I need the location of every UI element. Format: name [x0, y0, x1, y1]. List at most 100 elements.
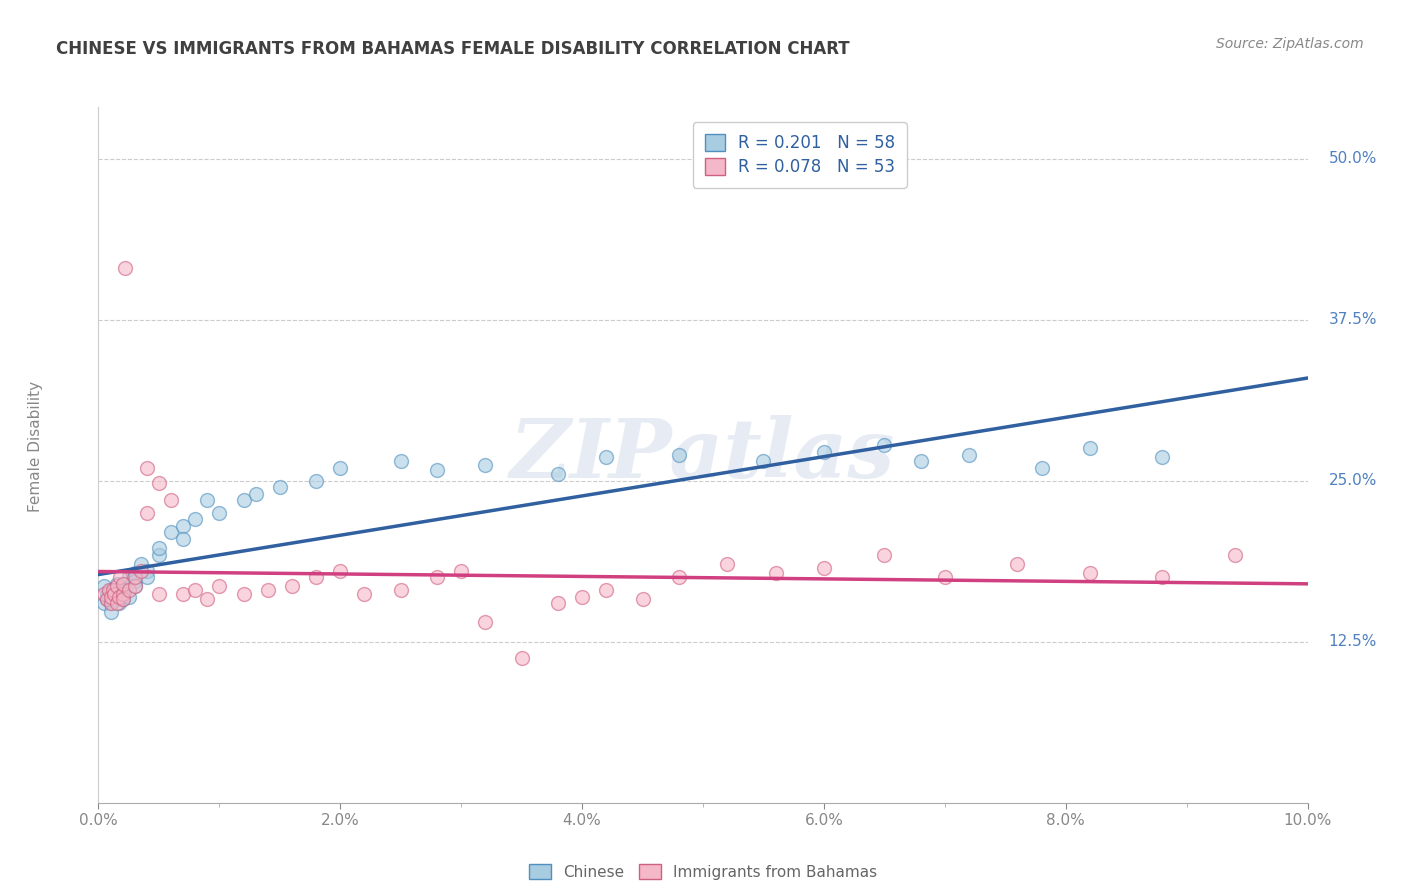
Point — [111, 590, 134, 604]
Point — [256, 583, 278, 598]
Point — [96, 592, 118, 607]
Point — [813, 561, 835, 575]
Point — [124, 579, 146, 593]
Point — [813, 445, 835, 459]
Point — [148, 541, 170, 555]
Point — [108, 570, 131, 584]
Point — [752, 454, 775, 468]
Point — [595, 450, 617, 465]
Point — [245, 486, 267, 500]
Point — [1078, 442, 1101, 456]
Point — [474, 458, 496, 473]
Point — [1031, 460, 1053, 475]
Point — [103, 587, 125, 601]
Point — [389, 583, 412, 598]
Point — [118, 583, 141, 598]
Point — [100, 590, 122, 604]
Point — [474, 615, 496, 630]
Point — [765, 566, 787, 581]
Point — [105, 596, 128, 610]
Point — [100, 605, 122, 619]
Point — [118, 590, 141, 604]
Point — [135, 460, 157, 475]
Point — [934, 570, 956, 584]
Point — [105, 576, 128, 591]
Point — [329, 460, 352, 475]
Point — [107, 586, 129, 600]
Point — [103, 583, 125, 598]
Text: 25.0%: 25.0% — [1329, 473, 1376, 488]
Point — [129, 558, 152, 572]
Point — [148, 587, 170, 601]
Point — [329, 564, 352, 578]
Point — [426, 463, 449, 477]
Point — [124, 579, 146, 593]
Point — [148, 476, 170, 491]
Point — [103, 587, 125, 601]
Point — [389, 454, 412, 468]
Point — [1152, 450, 1174, 465]
Point — [195, 493, 218, 508]
Point — [1223, 549, 1246, 563]
Point — [135, 570, 157, 584]
Point — [547, 467, 569, 482]
Point — [957, 448, 980, 462]
Text: 50.0%: 50.0% — [1329, 151, 1376, 166]
Text: CHINESE VS IMMIGRANTS FROM BAHAMAS FEMALE DISABILITY CORRELATION CHART: CHINESE VS IMMIGRANTS FROM BAHAMAS FEMAL… — [56, 40, 849, 58]
Point — [135, 506, 157, 520]
Point — [93, 579, 115, 593]
Point — [1007, 558, 1029, 572]
Point — [111, 587, 134, 601]
Point — [111, 576, 134, 591]
Point — [148, 549, 170, 563]
Point — [510, 651, 533, 665]
Point — [108, 587, 131, 601]
Legend: Chinese, Immigrants from Bahamas: Chinese, Immigrants from Bahamas — [529, 864, 877, 880]
Point — [595, 583, 617, 598]
Text: Female Disability: Female Disability — [28, 380, 42, 512]
Point — [1078, 566, 1101, 581]
Text: Source: ZipAtlas.com: Source: ZipAtlas.com — [1216, 37, 1364, 52]
Point — [96, 587, 118, 601]
Point — [100, 596, 122, 610]
Point — [208, 579, 231, 593]
Point — [232, 587, 254, 601]
Text: ZIPatlas: ZIPatlas — [510, 415, 896, 495]
Point — [111, 592, 134, 607]
Point — [108, 590, 131, 604]
Point — [353, 587, 375, 601]
Text: 12.5%: 12.5% — [1329, 634, 1376, 649]
Point — [124, 570, 146, 584]
Point — [1152, 570, 1174, 584]
Point — [195, 592, 218, 607]
Point — [105, 579, 128, 593]
Point — [124, 574, 146, 589]
Point — [108, 596, 131, 610]
Point — [101, 587, 124, 601]
Point — [305, 570, 328, 584]
Point — [184, 583, 207, 598]
Point — [124, 566, 146, 581]
Point — [111, 592, 134, 607]
Point — [269, 480, 291, 494]
Point — [668, 448, 690, 462]
Point — [668, 570, 690, 584]
Point — [114, 261, 136, 276]
Point — [114, 576, 136, 591]
Point — [100, 583, 122, 598]
Point — [93, 596, 115, 610]
Point — [547, 596, 569, 610]
Point — [96, 592, 118, 607]
Point — [426, 570, 449, 584]
Point — [910, 454, 932, 468]
Point — [101, 592, 124, 607]
Point — [450, 564, 472, 578]
Point — [114, 583, 136, 598]
Point — [873, 437, 896, 451]
Point — [281, 579, 304, 593]
Point — [101, 583, 124, 598]
Point — [98, 590, 121, 604]
Point — [873, 549, 896, 563]
Point — [100, 590, 122, 604]
Point — [105, 592, 128, 607]
